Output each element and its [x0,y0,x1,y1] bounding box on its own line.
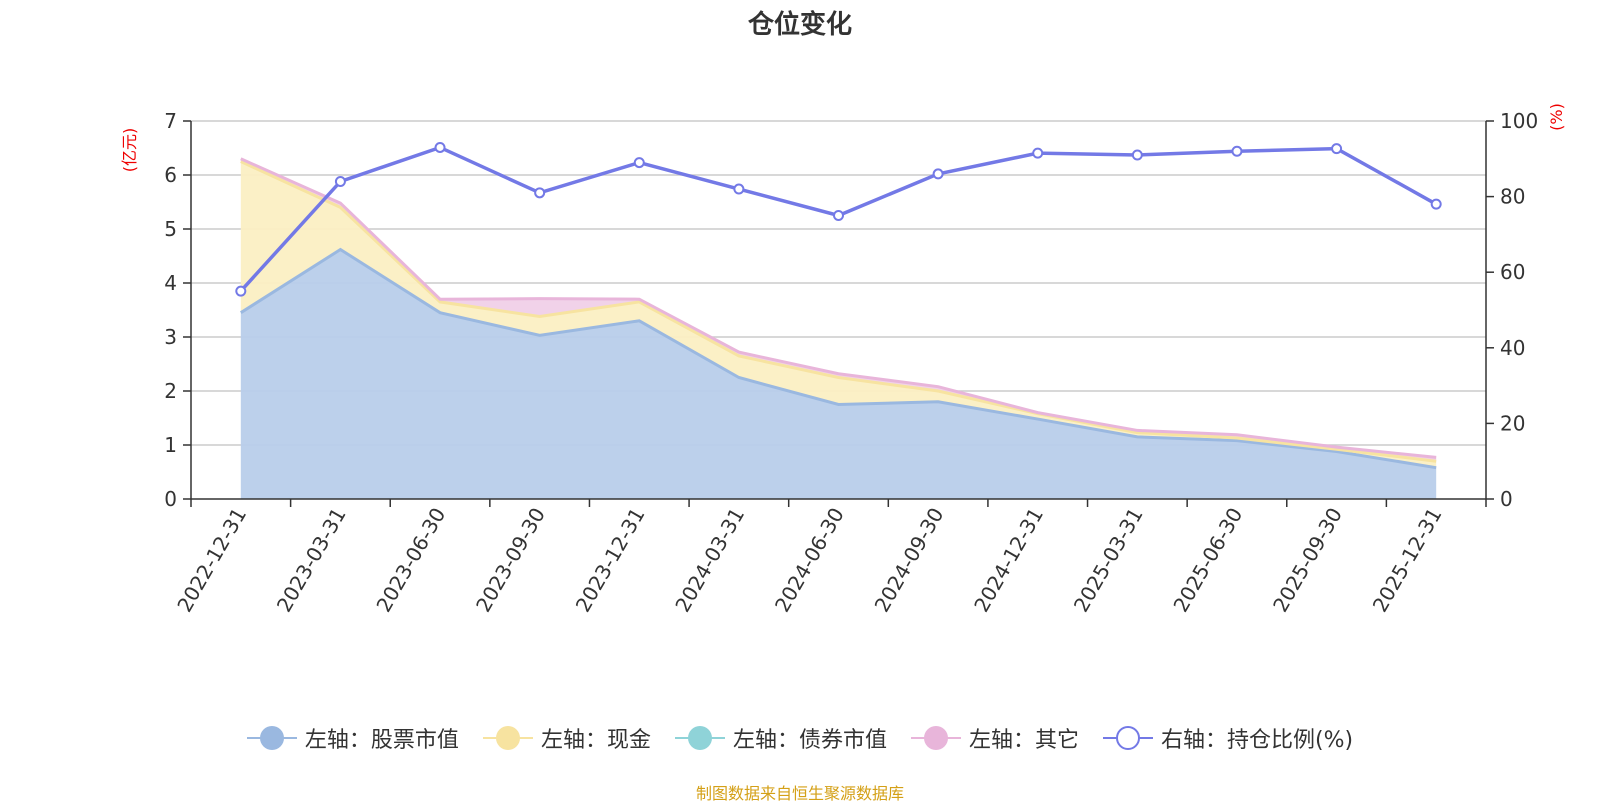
legend-marker-icon [246,726,297,750]
right-tick-label: 0 [1500,487,1513,511]
x-tick-label: 2025-09-30 [1268,504,1347,617]
data-source-note: 制图数据来自恒生聚源数据库 [695,784,904,803]
data-point [334,175,346,187]
chart-title: 仓位变化 [747,10,852,40]
right-tick-label: 100 [1500,109,1538,133]
data-point [733,183,745,195]
data-point [235,285,247,297]
right-tick-label: 60 [1500,260,1525,284]
left-tick-label: 4 [164,271,177,295]
legend-label: 左轴：现金 [540,728,651,753]
right-tick-label: 40 [1500,336,1525,360]
right-tick-label: 80 [1500,185,1525,209]
x-tick-label: 2025-12-31 [1368,504,1447,617]
left-tick-label: 0 [164,487,177,511]
legend-item[interactable]: 右轴：持仓比例(%) [1102,722,1354,754]
left-tick-label: 1 [164,433,177,457]
line-左轴：股票市值 [240,247,1437,470]
x-tick-label: 2022-12-31 [172,504,251,617]
data-point [434,141,446,153]
left-tick-label: 2 [164,379,177,403]
right-tick-label: 20 [1500,411,1525,435]
x-tick-label: 2023-12-31 [571,504,650,617]
data-point [1131,149,1143,161]
legend-item[interactable]: 左轴：现金 [482,722,651,754]
area-左轴：股票市值 [240,249,1437,499]
x-tick-label: 2024-09-30 [870,504,949,617]
legend-label: 左轴：其它 [968,728,1079,753]
legend-label: 左轴：股票市值 [304,728,459,753]
legend-marker-icon [482,726,533,750]
x-tick-label: 2025-03-31 [1069,504,1148,617]
legend-label: 右轴：持仓比例(%) [1160,728,1354,753]
left-tick-label: 6 [164,163,177,187]
legend-marker-icon [910,726,961,750]
left-tick-label: 3 [164,325,177,349]
line-左轴：其它 [240,157,1437,459]
data-point [534,187,546,199]
x-tick-label: 2023-06-30 [371,504,450,617]
data-point [1430,198,1442,210]
data-point [1032,147,1044,159]
left-tick-label: 7 [164,109,177,133]
legend-item[interactable]: 左轴：债券市值 [674,722,887,754]
legend: 左轴：股票市值 左轴：现金 左轴：债券市值 左轴：其它 右轴：持仓比例(%) [0,722,1600,754]
legend-label: 左轴：债券市值 [732,728,887,753]
legend-item[interactable]: 左轴：其它 [910,722,1079,754]
left-tick-label: 5 [164,217,177,241]
x-tick-label: 2024-03-31 [670,504,749,617]
x-tick-label: 2024-12-31 [969,504,1048,617]
area-左轴：现金 [240,161,1437,468]
x-tick-label: 2024-06-30 [770,504,849,617]
x-tick-label: 2023-09-30 [471,504,550,617]
data-point [833,210,844,221]
legend-marker-icon [674,726,725,750]
chart-canvas: 0 1 2 3 4 5 6 7 0 20 40 60 80 100 (亿元) (%) 2022-12-31 202… [120,103,1566,617]
data-point [1231,145,1243,157]
x-tick-label: 2025-06-30 [1168,504,1247,617]
data-point [633,157,645,169]
left-axis-unit: (亿元) [120,128,139,173]
data-point [1331,143,1343,155]
line-左轴：现金 [240,160,1437,463]
data-point [932,168,944,180]
legend-item[interactable]: 左轴：股票市值 [246,722,459,754]
right-axis-unit: (%) [1547,103,1566,131]
x-tick-label: 2023-03-31 [272,504,351,617]
legend-marker-icon [1102,726,1153,750]
